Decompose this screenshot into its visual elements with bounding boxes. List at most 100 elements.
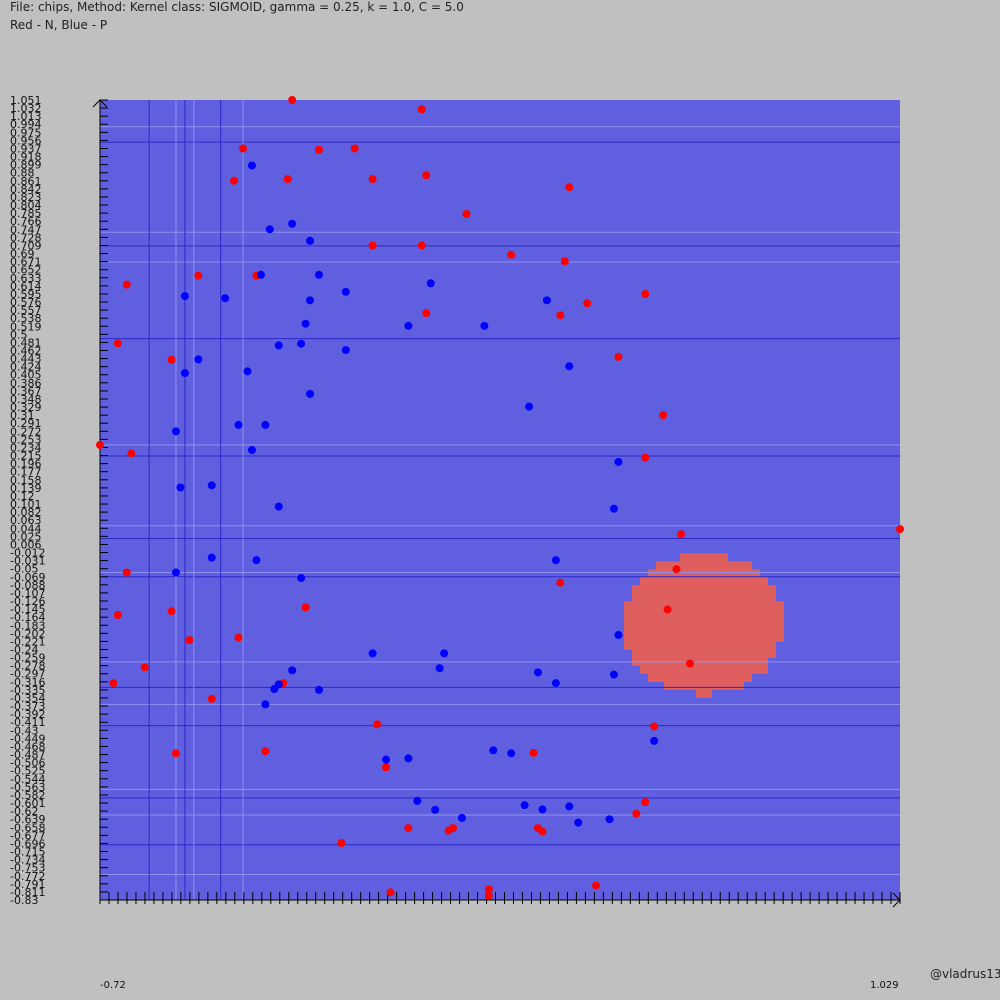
point-n: [261, 747, 270, 756]
point-n: [641, 289, 650, 298]
y-tick-label: 0.006: [10, 538, 42, 551]
point-p: [525, 402, 534, 411]
y-tick-label: 1.051: [10, 94, 42, 107]
y-tick-label: 0.101: [10, 498, 42, 511]
y-tick-label: 0.823: [10, 191, 42, 204]
point-n: [507, 250, 516, 259]
point-n: [650, 722, 659, 731]
x-axis-ticks: -0.72 1.029: [99, 892, 901, 991]
point-n: [685, 659, 694, 668]
region-n-cell: [680, 553, 728, 562]
point-p: [297, 339, 306, 348]
point-n: [122, 568, 131, 577]
point-p: [180, 369, 189, 378]
point-p: [288, 666, 297, 675]
y-tick-label: 0.595: [10, 288, 42, 301]
y-tick-label: 0.519: [10, 320, 42, 333]
y-tick-label: 0.367: [10, 385, 42, 398]
point-n: [368, 175, 377, 184]
point-p: [180, 292, 189, 301]
y-tick-label: -0.696: [10, 837, 45, 850]
point-n: [565, 183, 574, 192]
point-p: [538, 805, 547, 814]
point-n: [368, 241, 377, 250]
y-tick-label: -0.278: [10, 660, 45, 673]
y-tick-label: 1.032: [10, 102, 42, 115]
y-tick-label: -0.183: [10, 619, 45, 632]
region-n-cell: [648, 673, 752, 682]
point-n: [404, 824, 413, 833]
point-p: [234, 420, 243, 429]
y-tick-label: 0.082: [10, 506, 42, 519]
point-n: [560, 257, 569, 266]
y-tick-label: 0.329: [10, 401, 42, 414]
y-tick-label: 0.804: [10, 199, 42, 212]
y-tick-label: 0.291: [10, 417, 42, 430]
region-n-cell: [640, 665, 768, 674]
y-tick-label: -0.126: [10, 595, 45, 608]
y-tick-label: 0.348: [10, 393, 42, 406]
region-n-cell: [632, 585, 776, 594]
y-tick-label: 0.633: [10, 272, 42, 285]
y-tick-label: -0.05: [10, 563, 38, 576]
region-n-cell: [664, 681, 744, 690]
y-tick-label: -0.335: [10, 684, 45, 697]
point-n: [283, 175, 292, 184]
region-n-cell: [624, 641, 776, 650]
grid-lines: [100, 100, 900, 900]
point-n: [583, 299, 592, 308]
point-n: [614, 352, 623, 361]
point-p: [221, 294, 230, 303]
y-tick-label: 0.481: [10, 336, 42, 349]
y-tick-label: -0.43: [10, 724, 38, 737]
region-n-cell: [624, 633, 784, 642]
y-tick-label: -0.202: [10, 627, 45, 640]
point-n: [417, 105, 426, 114]
y-tick-label: -0.145: [10, 603, 45, 616]
point-n: [386, 888, 395, 897]
y-tick-label: 0.69: [10, 248, 35, 261]
y-tick-label: 0.025: [10, 530, 42, 543]
region-n-cell: [624, 625, 784, 634]
point-n: [109, 679, 118, 688]
point-p: [171, 427, 180, 436]
point-p: [551, 556, 560, 565]
y-tick-label: 0.994: [10, 118, 42, 131]
point-p: [489, 746, 498, 755]
y-tick-label: -0.525: [10, 765, 45, 778]
y-tick-label: 0.215: [10, 450, 42, 463]
y-tick-label: 0.861: [10, 175, 42, 188]
y-tick-label: -0.677: [10, 829, 45, 842]
point-n: [122, 280, 131, 289]
point-n: [337, 839, 346, 848]
footer-credit: @vladrus13: [930, 967, 1000, 981]
y-tick-label: -0.164: [10, 611, 45, 624]
point-p: [565, 802, 574, 811]
y-tick-label: 0.063: [10, 514, 42, 527]
point-p: [565, 362, 574, 371]
y-tick-label: -0.392: [10, 708, 45, 721]
point-n: [314, 145, 323, 154]
header-file-info: File: chips, Method: Kernel class: SIGMO…: [10, 0, 464, 14]
y-tick-label: -0.221: [10, 635, 45, 648]
point-p: [440, 649, 449, 658]
point-p: [520, 801, 529, 810]
region-p-background: [100, 100, 900, 900]
point-p: [247, 446, 256, 455]
region-n-cell: [648, 569, 760, 578]
data-points: [96, 96, 904, 900]
point-p: [207, 553, 216, 562]
y-tick-label: -0.373: [10, 700, 45, 713]
y-tick-label: 0.443: [10, 353, 42, 366]
y-tick-label: 0.918: [10, 151, 42, 164]
point-p: [458, 813, 467, 822]
point-n: [659, 411, 668, 420]
y-tick-label: 0.158: [10, 474, 42, 487]
y-tick-label: -0.107: [10, 587, 45, 600]
y-tick-label: -0.83: [10, 894, 38, 907]
point-n: [167, 355, 176, 364]
region-n-cell: [640, 577, 768, 586]
point-p: [194, 355, 203, 364]
y-tick-label: -0.772: [10, 870, 45, 883]
point-n: [422, 171, 431, 180]
